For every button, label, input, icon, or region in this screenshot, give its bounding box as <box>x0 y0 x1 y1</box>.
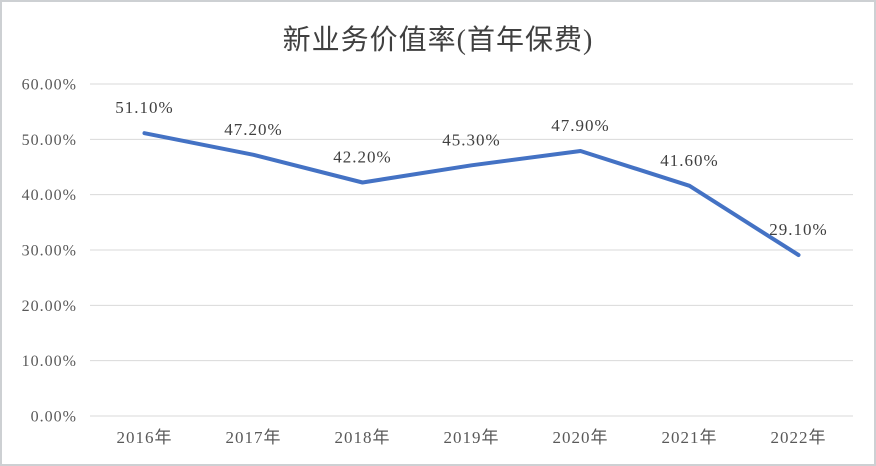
y-tick-label: 40.00% <box>22 187 77 204</box>
x-axis-label: 2016年 <box>117 428 173 447</box>
chart-title: 新业务价值率(首年保费) <box>282 25 594 56</box>
x-axis-label: 2019年 <box>444 428 500 447</box>
x-axis-label: 2017年 <box>226 428 282 447</box>
data-label: 45.30% <box>442 130 500 149</box>
y-tick-label: 50.00% <box>22 132 77 149</box>
y-tick-label: 0.00% <box>31 409 77 426</box>
x-axis-label: 2022年 <box>771 428 827 447</box>
x-axis-label: 2020年 <box>553 428 609 447</box>
y-tick-label: 20.00% <box>22 298 77 315</box>
y-tick-label: 30.00% <box>22 243 77 260</box>
data-label: 47.20% <box>224 120 282 139</box>
series-line <box>142 131 801 257</box>
data-label: 47.90% <box>551 116 609 135</box>
data-label: 42.20% <box>333 147 391 166</box>
y-tick-label: 10.00% <box>22 353 77 370</box>
data-label: 41.60% <box>660 151 718 170</box>
x-axis-label: 2018年 <box>335 428 391 447</box>
y-tick-label: 60.00% <box>22 77 77 94</box>
data-label: 51.10% <box>115 98 173 117</box>
data-label: 29.10% <box>769 220 827 239</box>
x-axis-label: 2021年 <box>662 428 718 447</box>
